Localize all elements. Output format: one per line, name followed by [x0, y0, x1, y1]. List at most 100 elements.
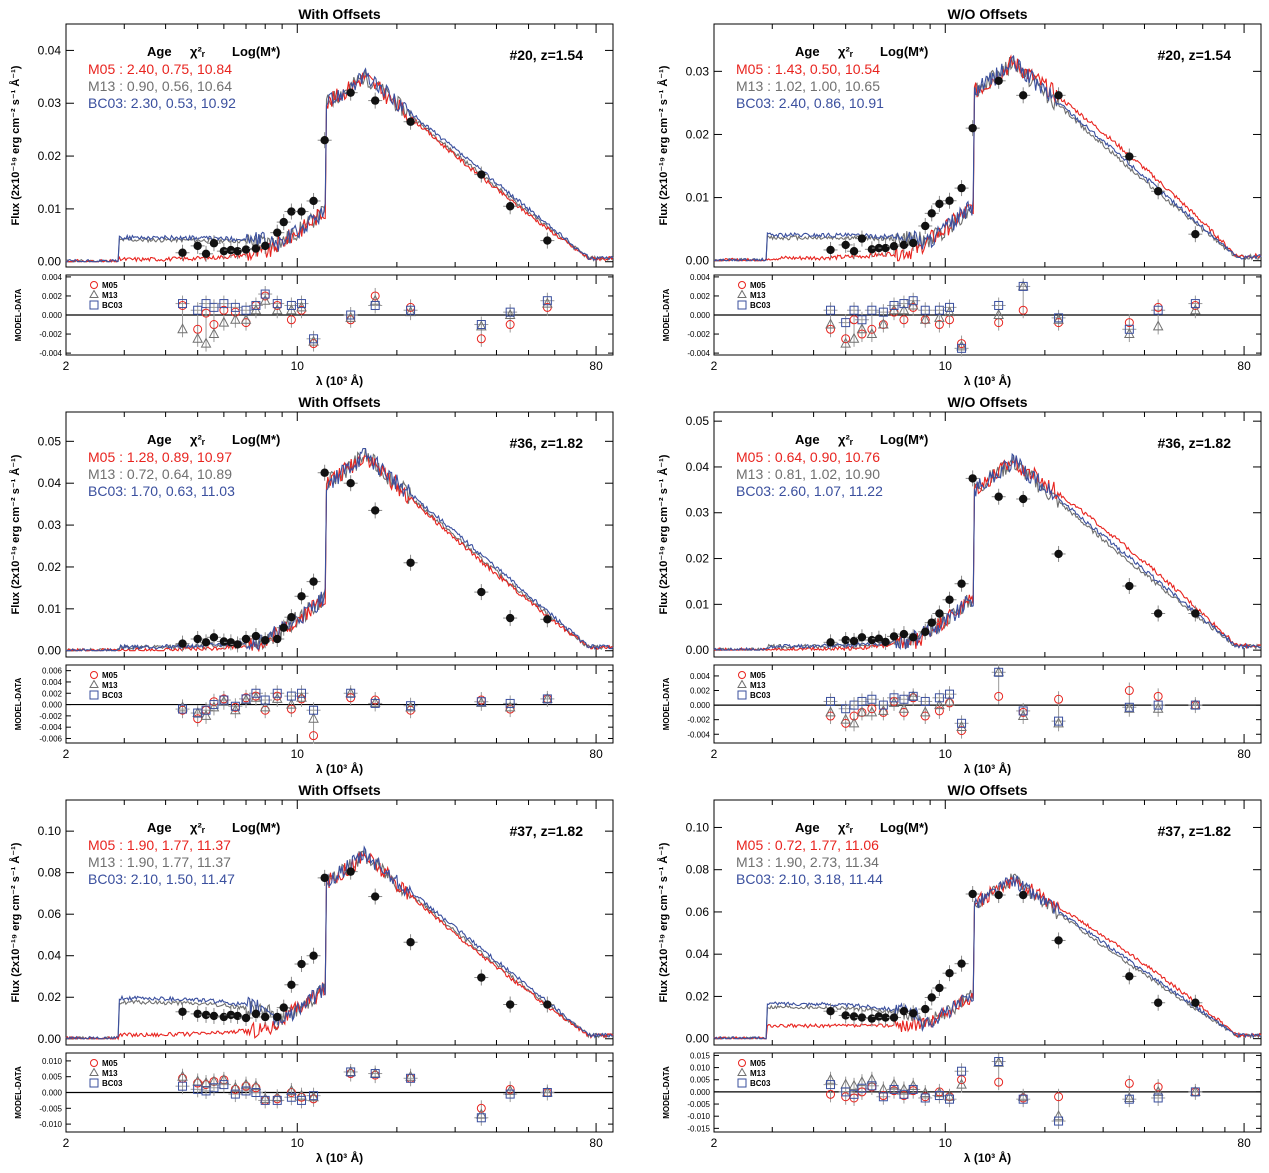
resid-bc03-marker — [219, 1080, 229, 1090]
y-tick-label: 0.08 — [38, 866, 62, 880]
model-spectrum-bc03 — [713, 54, 1262, 262]
data-point — [927, 618, 936, 627]
x-axis-label: λ (10³ Å) — [316, 1150, 363, 1165]
resid-bc03-marker — [841, 318, 851, 328]
resid-bc03-marker — [857, 1083, 867, 1093]
y-tick-label: 0.01 — [38, 602, 62, 616]
resid-bc03-marker — [908, 296, 918, 306]
resid-tick-label: -0.002 — [687, 330, 710, 339]
x-tick-label: 10 — [939, 359, 953, 373]
data-point — [297, 207, 306, 216]
resid-m13-marker — [1053, 717, 1064, 728]
resid-bc03-marker — [219, 299, 229, 309]
y-tick-label: 0.06 — [686, 905, 710, 919]
data-point — [881, 243, 890, 253]
resid-bc03-marker — [406, 701, 416, 711]
data-point — [219, 637, 229, 646]
resid-bc03-marker — [260, 289, 270, 299]
resid-m13-marker — [993, 1056, 1004, 1067]
data-point — [273, 228, 282, 237]
data-point — [957, 183, 966, 193]
resid-bc03-marker — [934, 1091, 944, 1101]
y-tick-label: 0.02 — [686, 552, 710, 566]
data-point — [273, 1012, 282, 1022]
resid-legend-label: M13 — [750, 291, 766, 300]
resid-m13-marker — [259, 701, 271, 712]
data-point — [957, 959, 966, 968]
resid-m05-marker — [957, 339, 967, 349]
resid-m13-marker — [296, 301, 307, 312]
resid-bc03-marker — [542, 296, 552, 306]
resid-m05-marker — [1124, 686, 1134, 696]
residual-plot-frame — [713, 664, 1262, 744]
panel-4: W/O Offsets 0.00 0.01 0.02 0.03 0.04 0.05 -0.00… — [657, 394, 1262, 776]
y-axis-label: Flux (2x10⁻¹⁹ erg cm⁻² s⁻¹ Å⁻¹) — [657, 454, 670, 614]
resid-tick-label: -0.004 — [687, 349, 710, 358]
resid-m13-marker — [542, 297, 553, 308]
y-tick-label: 0.03 — [686, 506, 710, 520]
resid-axis-label: MODEL-DATA — [662, 677, 671, 730]
panel-title: With Offsets — [298, 394, 381, 410]
y-tick-label: 0.02 — [38, 149, 62, 163]
resid-m13-marker — [271, 692, 283, 703]
resid-tick-label: 0.000 — [690, 311, 711, 320]
resid-tick-label: -0.004 — [39, 723, 62, 732]
resid-bc03-marker — [878, 307, 888, 317]
resid-m13-marker — [476, 320, 487, 331]
data-point — [241, 634, 251, 644]
resid-m13-marker — [208, 1075, 220, 1086]
data-point — [193, 634, 202, 644]
data-point — [505, 202, 515, 211]
y-tick-label: 0.04 — [38, 476, 62, 490]
data-point — [945, 196, 954, 205]
resid-bc03-marker — [309, 1091, 319, 1101]
x-tick-label: 2 — [63, 359, 70, 373]
data-point — [1125, 972, 1134, 981]
data-point — [251, 244, 261, 253]
resid-m13-marker — [956, 1078, 967, 1089]
resid-legend-label: BC03 — [102, 301, 123, 310]
resid-m05-marker — [297, 694, 307, 704]
resid-m13-marker — [1152, 1085, 1164, 1096]
resid-bc03-marker — [309, 334, 319, 344]
resid-legend-label: M05 — [750, 671, 766, 680]
data-point — [857, 234, 867, 243]
data-point — [1018, 494, 1028, 504]
model-fit-bc03: BC03: 1.70, 0.63, 11.03 — [88, 483, 235, 499]
resid-bc03-marker — [849, 305, 859, 315]
data-point — [178, 1007, 187, 1016]
data-point — [346, 867, 355, 876]
resid-bc03-marker — [1153, 1093, 1163, 1103]
model-fit-m13: M13 : 0.81, 1.02, 10.90 — [736, 466, 880, 482]
resid-bc03-marker — [219, 695, 229, 705]
model-fit-bc03: BC03: 2.10, 3.18, 11.44 — [736, 871, 883, 887]
resid-m13-marker — [230, 313, 241, 324]
data-point — [209, 633, 219, 642]
resid-tick-label: 0.002 — [690, 687, 711, 696]
resid-m05-marker — [867, 704, 877, 714]
y-tick-label: 0.03 — [686, 64, 710, 78]
resid-legend-label: M13 — [102, 681, 118, 690]
data-point — [370, 506, 380, 515]
resid-bc03-marker — [878, 700, 888, 710]
resid-bc03-marker — [251, 1088, 261, 1097]
resid-tick-label: 0.004 — [42, 678, 63, 687]
resid-m05-marker — [309, 731, 319, 741]
resid-m13-marker — [1190, 699, 1201, 710]
legend-header-chi: χ²ᵣ — [190, 432, 206, 447]
resid-m13-marker — [919, 706, 931, 717]
resid-tick-label: 0.002 — [42, 292, 63, 301]
y-tick-label: 0.10 — [38, 824, 62, 838]
resid-tick-label: 0.004 — [42, 273, 63, 282]
resid-m13-marker — [250, 1080, 262, 1091]
resid-m13-marker — [1053, 313, 1064, 324]
x-tick-label: 80 — [589, 747, 603, 761]
x-tick-label: 2 — [711, 1136, 718, 1150]
data-point — [279, 217, 288, 227]
resid-bc03-marker — [920, 1093, 930, 1103]
resid-bc03-marker — [1124, 1094, 1134, 1104]
model-spectrum-m05 — [714, 54, 1262, 262]
model-spectrum-m05 — [65, 72, 614, 263]
resid-bc03-marker — [241, 305, 251, 315]
resid-bc03-marker — [542, 1088, 552, 1097]
